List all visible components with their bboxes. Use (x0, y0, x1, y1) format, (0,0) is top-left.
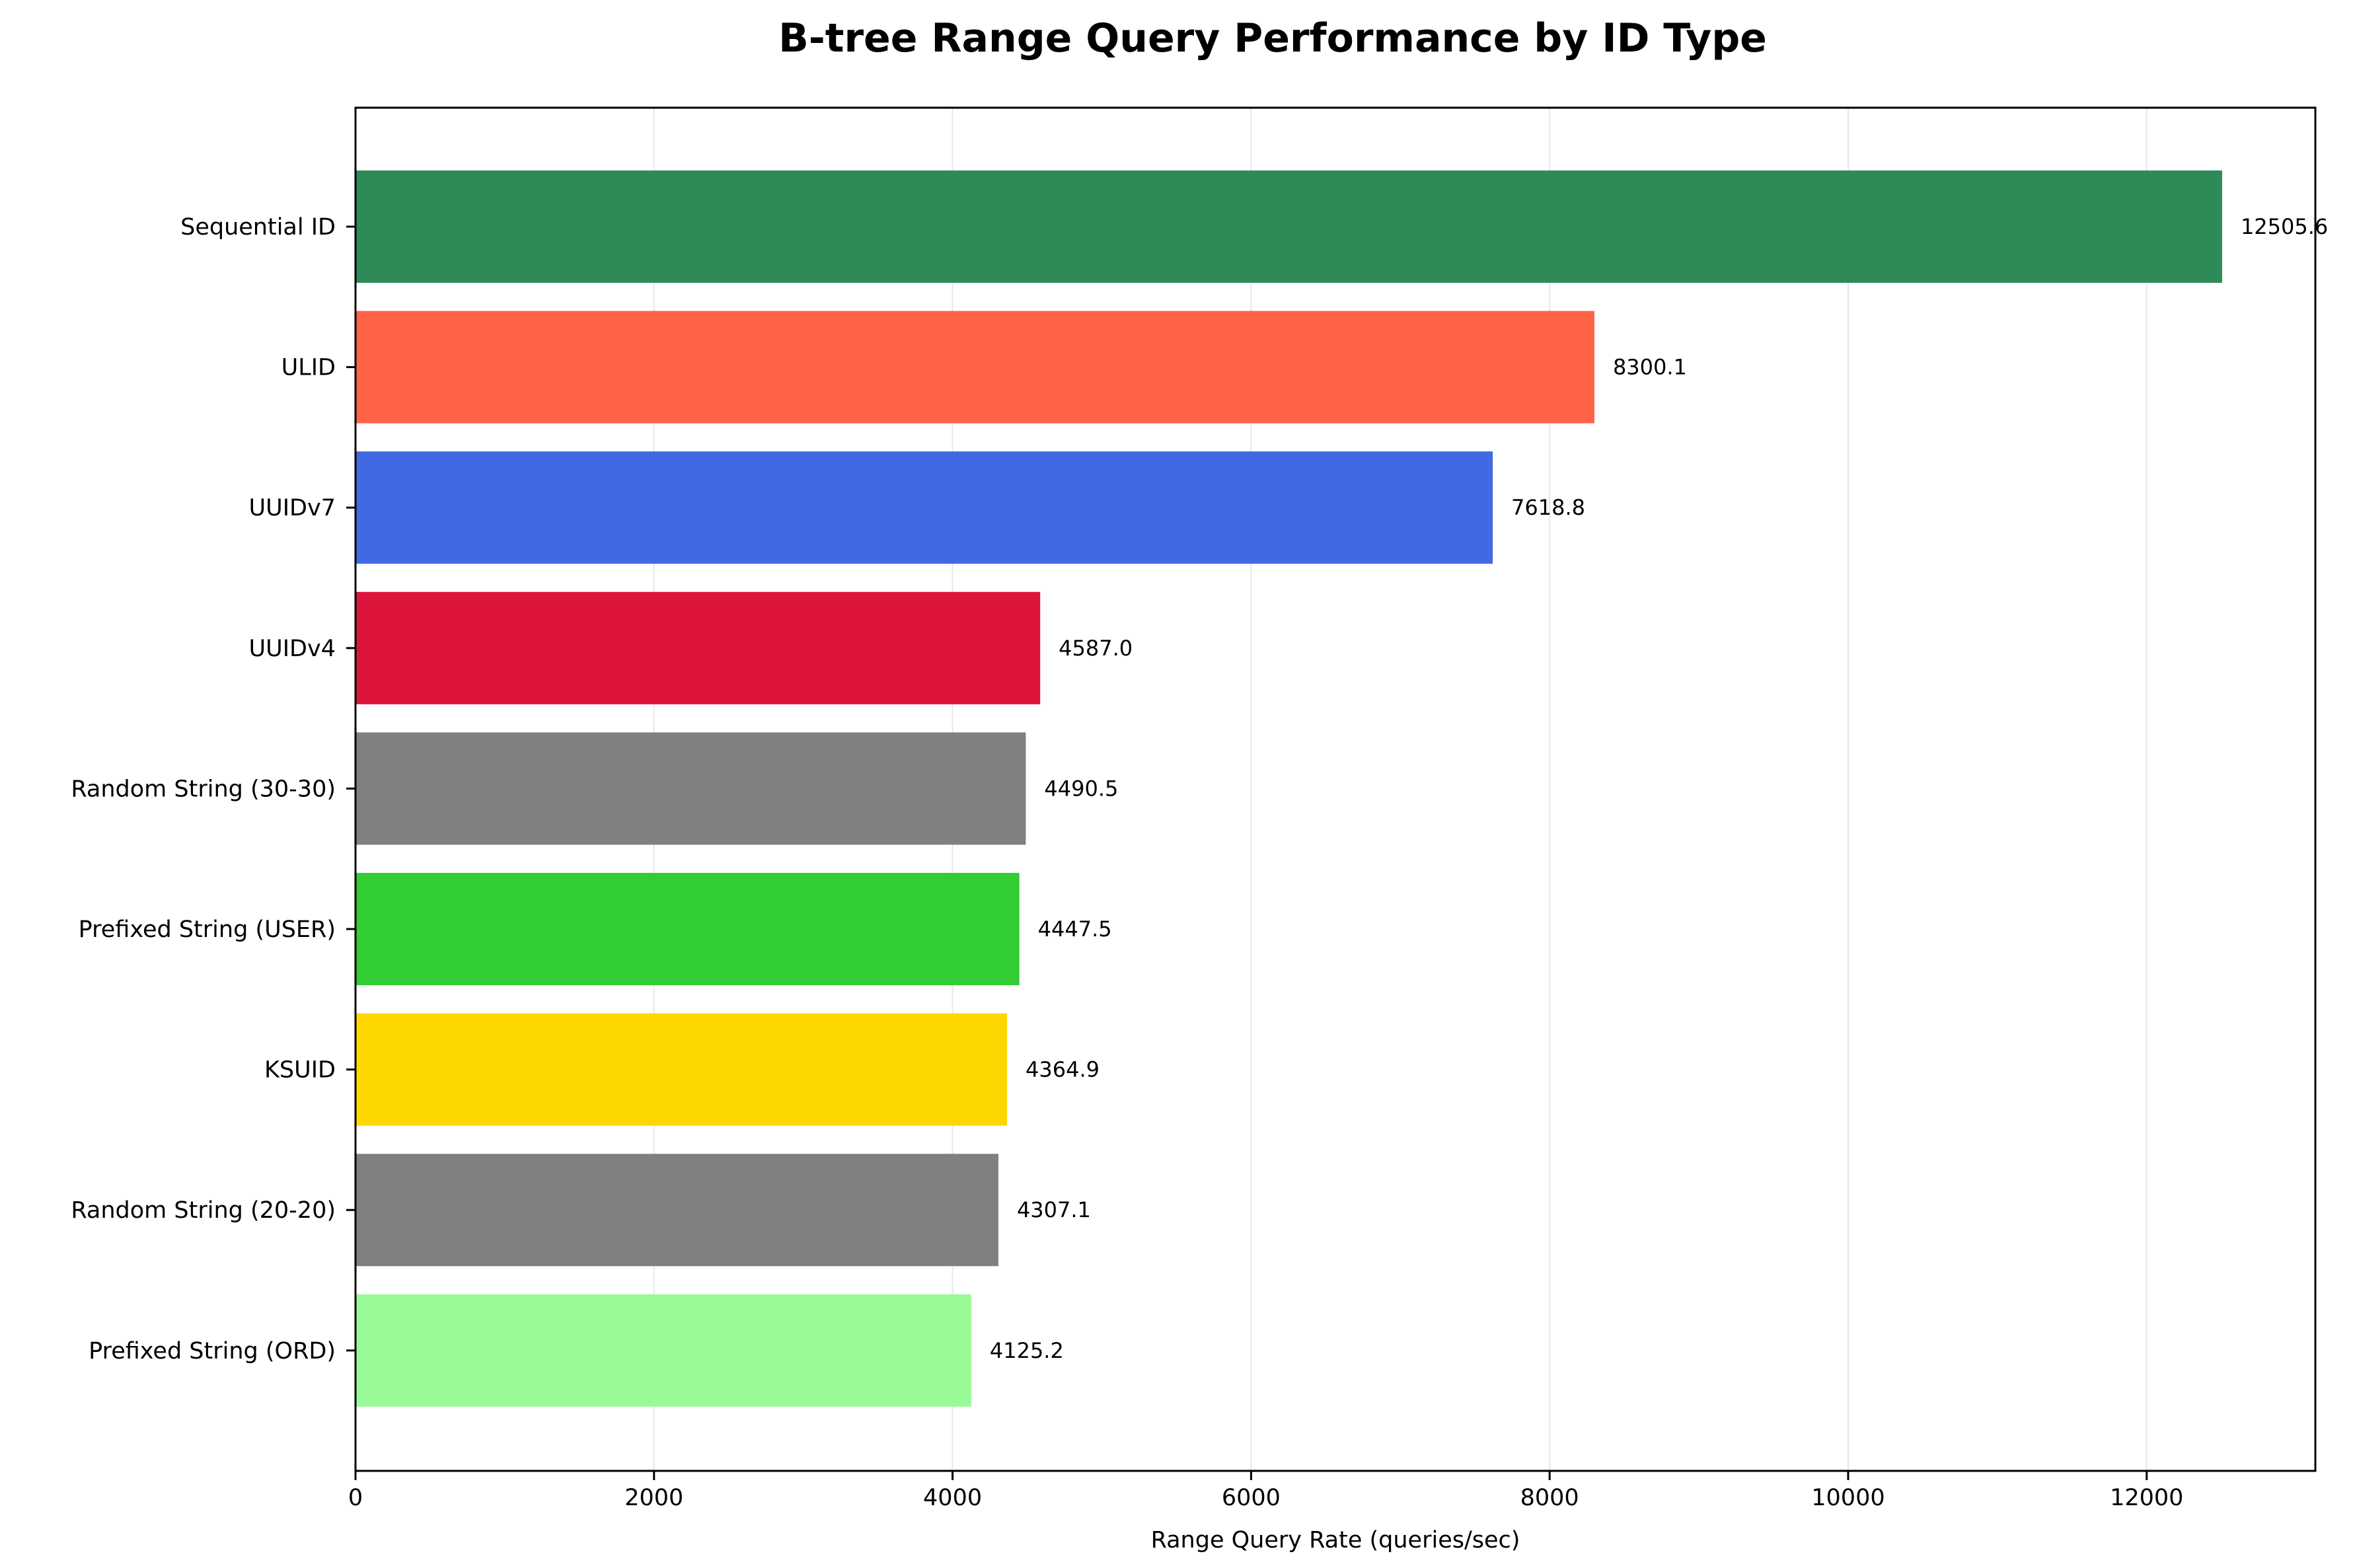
x-tick-label: 0 (348, 1485, 363, 1511)
x-tick-label: 4000 (923, 1485, 982, 1511)
bar (355, 170, 2222, 283)
x-tick-label: 8000 (1520, 1485, 1579, 1511)
value-label: 4447.5 (1038, 916, 1112, 942)
bars (355, 170, 2222, 1407)
bar (355, 451, 1493, 564)
value-label: 4587.0 (1059, 636, 1133, 661)
value-labels: 12505.6 8300.1 7618.8 4587.0 4490.5 4447.5 436… (990, 214, 2328, 1363)
bar (355, 311, 1594, 424)
bar (355, 873, 1020, 985)
value-label: 12505.6 (2241, 214, 2328, 239)
value-label: 4307.1 (1017, 1197, 1091, 1222)
bar (355, 1013, 1008, 1126)
value-label: 4490.5 (1044, 776, 1118, 801)
bar (355, 591, 1041, 704)
plot-frame (354, 106, 2317, 1472)
x-axis-ticks: 0 2000 4000 6000 8000 10000 12000 (348, 1471, 2183, 1511)
y-tick-label: Prefixed String (USER) (79, 916, 336, 943)
value-label: 4125.2 (990, 1338, 1064, 1363)
x-tick-label: 10000 (1811, 1485, 1885, 1511)
value-label: 7618.8 (1511, 495, 1585, 520)
y-axis-ticks: Sequential ID ULID UUIDv7 UUIDv4 Random Stri… (71, 214, 355, 1364)
y-tick-label: UUIDv4 (249, 636, 336, 662)
y-tick-label: Random String (20-20) (71, 1197, 336, 1224)
chart-title: B-tree Range Query Performance by ID Typ… (778, 15, 1767, 61)
x-axis-label: Range Query Rate (queries/sec) (1151, 1527, 1520, 1553)
bar (355, 1294, 971, 1407)
y-tick-label: Random String (30-30) (71, 776, 336, 802)
value-label: 8300.1 (1613, 355, 1687, 380)
y-tick-label: UUIDv7 (249, 495, 336, 521)
y-tick-label: Sequential ID (180, 214, 336, 241)
x-tick-label: 6000 (1222, 1485, 1281, 1511)
value-label: 4364.9 (1026, 1057, 1100, 1082)
y-tick-label: Prefixed String (ORD) (89, 1338, 336, 1364)
y-tick-label: ULID (281, 355, 336, 381)
bar (355, 732, 1026, 845)
y-tick-label: KSUID (264, 1057, 336, 1084)
x-tick-label: 12000 (2110, 1485, 2183, 1511)
bar (355, 1154, 998, 1267)
x-tick-label: 2000 (624, 1485, 683, 1511)
